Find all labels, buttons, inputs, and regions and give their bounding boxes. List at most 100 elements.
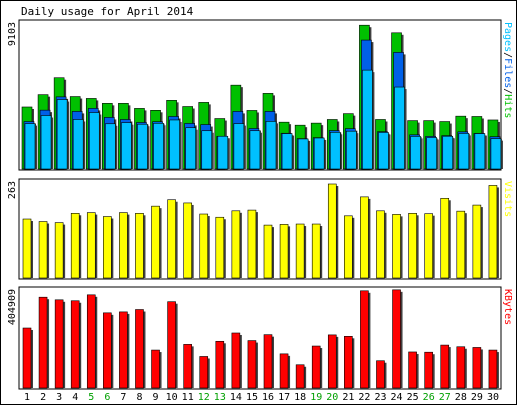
panel-border-visits xyxy=(18,178,502,280)
bar-kbytes-day-3 xyxy=(54,299,64,389)
bar-kbytes-day-4 xyxy=(70,300,80,389)
bar-pages-day-9 xyxy=(153,122,164,170)
bar-pages-day-10 xyxy=(169,119,180,170)
bar-kbytes-day-9 xyxy=(151,349,160,389)
day-label-25: 25 xyxy=(407,392,419,403)
day-label-29: 29 xyxy=(471,392,483,403)
day-label-9: 9 xyxy=(153,392,159,403)
bar-pages-day-30 xyxy=(490,138,502,170)
day-label-20: 20 xyxy=(326,392,338,403)
bar-kbytes-day-20 xyxy=(327,334,337,389)
day-label-2: 2 xyxy=(40,392,46,403)
day-label-28: 28 xyxy=(455,392,467,403)
max-label-visits: 263 xyxy=(7,181,18,199)
bar-visits-day-11 xyxy=(183,202,192,279)
day-label-17: 17 xyxy=(278,392,290,403)
bar-visits-day-16 xyxy=(263,224,273,279)
bar-pages-day-6 xyxy=(105,123,116,170)
bar-visits-day-12 xyxy=(199,213,209,279)
bar-pages-day-24 xyxy=(394,86,405,170)
bar-visits-day-17 xyxy=(279,224,289,279)
bar-pages-day-3 xyxy=(56,99,68,170)
bar-visits-day-7 xyxy=(119,212,128,279)
bar-visits-day-8 xyxy=(135,213,144,279)
bar-visits-day-9 xyxy=(151,205,160,279)
bar-visits-day-13 xyxy=(215,216,225,279)
bar-pages-day-13 xyxy=(217,135,229,170)
bar-visits-day-25 xyxy=(408,213,417,279)
bar-kbytes-day-19 xyxy=(311,345,321,389)
day-label-15: 15 xyxy=(246,392,258,403)
legend-visits: Visits xyxy=(502,181,513,217)
bar-visits-day-28 xyxy=(456,210,466,279)
day-label-24: 24 xyxy=(391,392,403,403)
day-label-6: 6 xyxy=(104,392,110,403)
x-axis-day-labels: 1 2 3 4 5 6 7 8 9 10 11 12 13 14 15 16 17 18 19 20 21 22 23 24 2… xyxy=(24,392,499,403)
bar-kbytes-day-27 xyxy=(440,344,450,389)
bar-visits-day-18 xyxy=(295,223,305,279)
bar-pages-day-22 xyxy=(362,69,373,170)
day-label-19: 19 xyxy=(310,392,322,403)
bar-visits-day-30 xyxy=(488,185,498,279)
panel-visits: 263 Visits xyxy=(7,178,513,280)
bar-pages-day-19 xyxy=(313,137,325,170)
bar-kbytes-day-10 xyxy=(167,301,176,389)
bar-pages-day-20 xyxy=(329,132,341,170)
legend-part-hits-files-pages-1: / xyxy=(502,52,513,58)
bar-visits-day-15 xyxy=(247,209,257,279)
bar-visits-day-6 xyxy=(103,216,112,279)
bar-kbytes-day-1 xyxy=(22,327,32,389)
bar-kbytes-day-28 xyxy=(456,346,466,389)
legend-part-hits-files-pages-3: / xyxy=(502,88,513,94)
bar-pages-day-2 xyxy=(40,115,52,170)
day-label-22: 22 xyxy=(358,392,370,403)
day-label-27: 27 xyxy=(439,392,451,403)
bar-visits-day-27 xyxy=(440,197,450,279)
bar-kbytes-day-6 xyxy=(103,312,112,389)
bar-pages-day-27 xyxy=(442,135,454,170)
legend-part-hits-files-pages-2: Files xyxy=(502,58,513,88)
bar-visits-day-1 xyxy=(22,218,32,279)
bar-pages-day-15 xyxy=(249,130,261,170)
bar-visits-day-23 xyxy=(376,210,385,279)
bar-pages-day-26 xyxy=(426,137,437,170)
bar-pages-day-17 xyxy=(281,133,293,170)
bar-visits-day-4 xyxy=(70,213,80,279)
legend-part-visits-0: Visits xyxy=(502,181,513,217)
bar-kbytes-day-23 xyxy=(376,360,385,389)
max-label-hits-files-pages: 9103 xyxy=(7,22,18,46)
bar-kbytes-day-30 xyxy=(488,349,498,389)
bar-kbytes-day-8 xyxy=(135,309,144,389)
bar-kbytes-day-14 xyxy=(231,332,241,389)
day-label-16: 16 xyxy=(262,392,274,403)
panel-hits-files-pages: 9103 Pages/Files/Hits xyxy=(7,19,513,171)
day-label-21: 21 xyxy=(342,392,354,403)
day-label-8: 8 xyxy=(136,392,142,403)
bar-kbytes-day-21 xyxy=(344,336,353,389)
bar-pages-day-4 xyxy=(72,119,84,170)
day-label-1: 1 xyxy=(24,392,30,403)
bar-kbytes-day-15 xyxy=(247,340,257,389)
bar-visits-day-21 xyxy=(344,215,353,279)
day-label-23: 23 xyxy=(374,392,386,403)
panel-border-kbytes xyxy=(18,286,502,390)
legend-kbytes: KBytes xyxy=(502,289,513,325)
day-label-3: 3 xyxy=(56,392,62,403)
day-label-13: 13 xyxy=(214,392,226,403)
bar-kbytes-day-29 xyxy=(472,347,482,389)
bar-pages-day-25 xyxy=(410,136,421,170)
day-label-14: 14 xyxy=(230,392,242,403)
legend-hits-files-pages: Pages/Files/Hits xyxy=(502,22,513,118)
bar-visits-day-10 xyxy=(167,199,176,279)
bar-visits-day-22 xyxy=(360,196,369,279)
day-label-4: 4 xyxy=(72,392,78,403)
bar-visits-day-5 xyxy=(86,212,96,279)
bar-pages-day-29 xyxy=(474,133,486,170)
bar-pages-day-28 xyxy=(458,133,470,170)
day-label-5: 5 xyxy=(88,392,94,403)
bar-pages-day-11 xyxy=(185,127,196,170)
bar-pages-day-16 xyxy=(265,121,277,170)
